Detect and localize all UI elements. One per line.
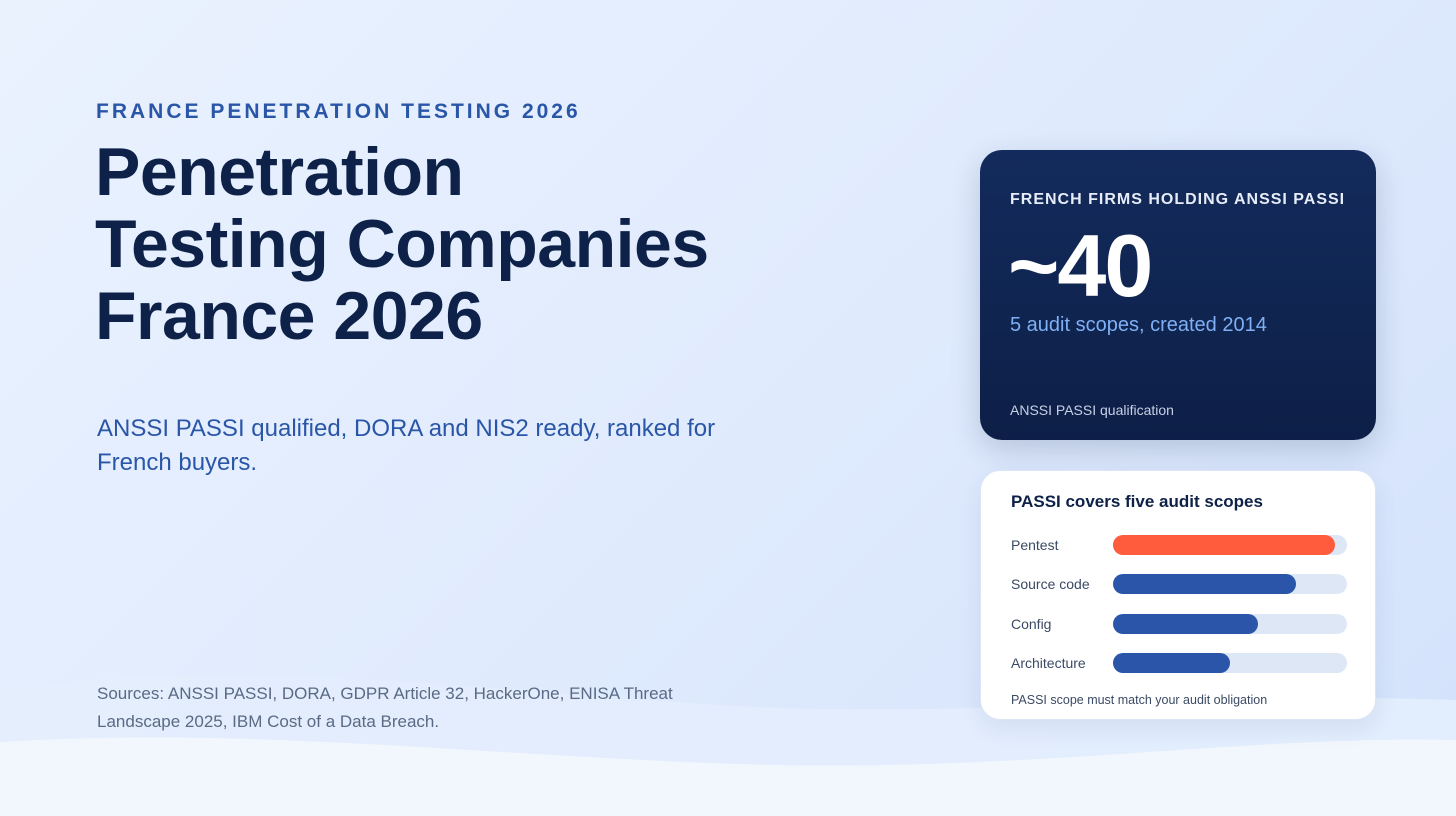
scope-bar-track xyxy=(1113,535,1347,555)
title-line-3: France 2026 xyxy=(95,278,483,354)
scope-bar-fill xyxy=(1113,574,1296,594)
scope-bar-fill xyxy=(1113,535,1336,555)
title-line-2: Testing Companies xyxy=(95,206,709,282)
passi-stat-card: FRENCH FIRMS HOLDING ANSSI PASSI ~40 5 a… xyxy=(980,150,1376,440)
page-title: Penetration Testing Companies France 202… xyxy=(95,136,815,352)
scope-row-source-code: Source code xyxy=(1011,574,1347,594)
scope-bar-track xyxy=(1113,614,1347,634)
stat-footer: ANSSI PASSI qualification xyxy=(1010,402,1174,418)
scope-row-pentest: Pentest xyxy=(1011,535,1347,555)
scope-bar-track xyxy=(1113,574,1347,594)
eyebrow-label: FRANCE PENETRATION TESTING 2026 xyxy=(96,100,581,123)
stat-value: ~40 xyxy=(1008,216,1153,315)
scope-label: Architecture xyxy=(1011,655,1086,671)
scope-row-config: Config xyxy=(1011,614,1347,634)
stat-subtext: 5 audit scopes, created 2014 xyxy=(1010,314,1267,336)
scope-label: Pentest xyxy=(1011,537,1059,553)
scope-bar-fill xyxy=(1113,653,1230,673)
scope-bar-fill xyxy=(1113,614,1259,634)
sources-note: Sources: ANSSI PASSI, DORA, GDPR Article… xyxy=(97,684,673,731)
audit-scopes-card: PASSI covers five audit scopes Pentest S… xyxy=(980,470,1376,720)
scope-label: Config xyxy=(1011,616,1052,632)
subtitle: ANSSI PASSI qualified, DORA and NIS2 rea… xyxy=(97,415,716,476)
title-line-1: Penetration xyxy=(95,134,464,210)
scope-label: Source code xyxy=(1011,576,1090,592)
scopes-card-footer: PASSI scope must match your audit obliga… xyxy=(1011,693,1268,707)
scopes-card-title: PASSI covers five audit scopes xyxy=(1011,492,1263,511)
stat-label: FRENCH FIRMS HOLDING ANSSI PASSI xyxy=(1010,191,1346,208)
scope-row-architecture: Architecture xyxy=(1011,653,1347,673)
scope-bar-track xyxy=(1113,653,1347,673)
